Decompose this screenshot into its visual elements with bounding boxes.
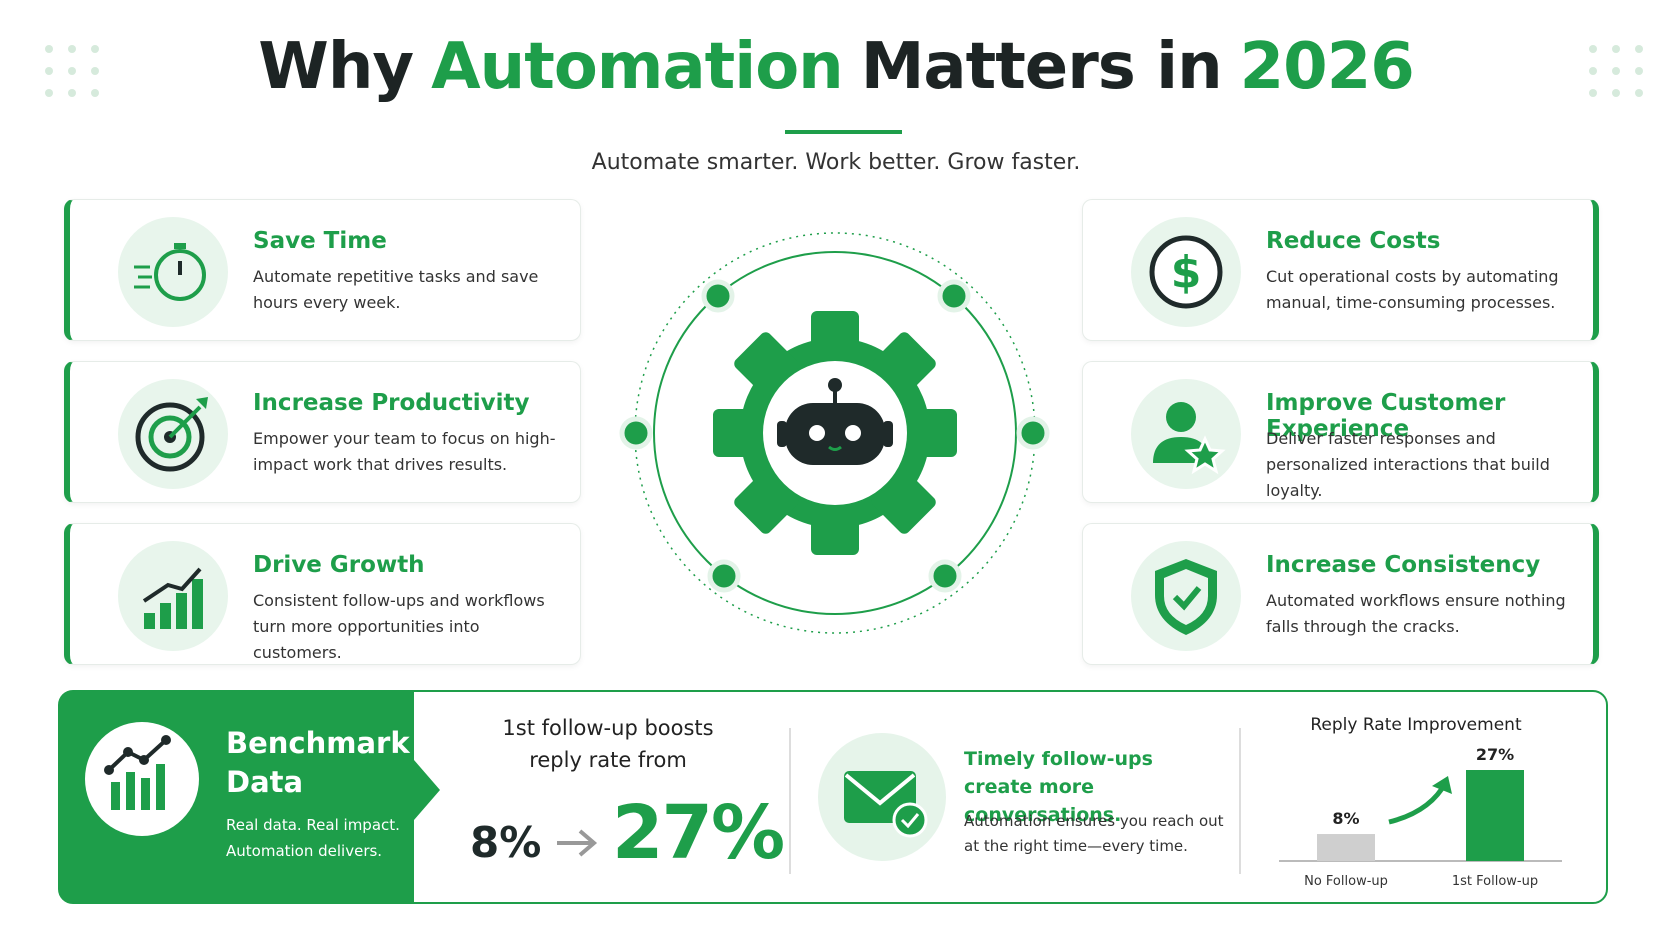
stat-caption: 1st follow-up boosts reply rate from xyxy=(502,716,714,772)
value-label: 27% xyxy=(1476,745,1514,764)
feature-card: Drive Growth Consistent follow-ups and wo… xyxy=(64,523,581,665)
card-title: Save Time xyxy=(253,228,387,254)
timely-text: Automation ensures you reach out at the … xyxy=(964,812,1224,855)
benchmark-panel xyxy=(58,690,1608,904)
card-title: Reduce Costs xyxy=(1266,228,1441,254)
feature-card: Save Time Automate repetitive tasks and s… xyxy=(64,199,581,341)
chart-title: Reply Rate Improvement xyxy=(1310,715,1522,735)
card-title: Improve Customer Experience xyxy=(1266,390,1506,442)
feature-card: Increase Productivity Empower your team t… xyxy=(64,361,581,503)
center-graphic xyxy=(619,232,1050,634)
benchmark-title: Benchmark Data xyxy=(226,726,410,799)
card-title: Increase Consistency xyxy=(1266,552,1541,578)
card-icon: $ xyxy=(1131,217,1241,327)
timely-title: Timely follow-ups create more conversati… xyxy=(964,748,1153,826)
bar xyxy=(1466,770,1524,861)
stat-from: 8% xyxy=(470,818,542,867)
card-icon xyxy=(1131,541,1241,651)
svg-text:$: $ xyxy=(1171,247,1202,298)
card-text: Cut operational costs by automating manu… xyxy=(1266,267,1559,312)
card-text: Consistent follow-ups and workflows turn… xyxy=(253,591,545,662)
card-title: Increase Productivity xyxy=(253,390,530,416)
card-title: Drive Growth xyxy=(253,552,425,578)
card-text: Automate repetitive tasks and save hours… xyxy=(253,267,539,312)
title-underline xyxy=(785,130,902,134)
title-part: Why xyxy=(258,30,414,104)
title-part: Automation xyxy=(431,30,844,104)
benchmark-text: Real data. Real impact. Automation deliv… xyxy=(226,816,400,860)
card-text: Automated workflows ensure nothing falls… xyxy=(1266,591,1566,636)
feature-card: Increase Consistency Automated workflows … xyxy=(1082,523,1599,665)
card-text: Empower your team to focus on high-impac… xyxy=(253,429,556,474)
card-icon xyxy=(1131,379,1241,489)
mini-chart: Reply Rate Improvement 8% No Follow-up 27% 1… xyxy=(1279,715,1562,889)
category-label: No Follow-up xyxy=(1304,874,1388,889)
bar xyxy=(1317,834,1375,861)
subtitle: Automate smarter. Work better. Grow fast… xyxy=(591,150,1081,175)
stat-to: 27% xyxy=(612,790,785,876)
title-part: Matters in xyxy=(860,30,1223,104)
dot-grid xyxy=(45,45,1643,97)
title-part: 2026 xyxy=(1239,30,1415,104)
card-icon xyxy=(118,217,228,327)
card-text: Deliver faster responses and personalize… xyxy=(1266,429,1550,500)
feature-card: $ Reduce Costs Cut operational costs by au… xyxy=(1082,199,1599,341)
card-icon xyxy=(118,379,228,489)
title: Why Automation Matters in 2026 xyxy=(0,30,1672,104)
card-icon xyxy=(118,541,228,651)
category-label: 1st Follow-up xyxy=(1452,874,1538,889)
value-label: 8% xyxy=(1332,809,1359,828)
feature-card: Improve Customer Experience Deliver faste… xyxy=(1082,361,1599,503)
